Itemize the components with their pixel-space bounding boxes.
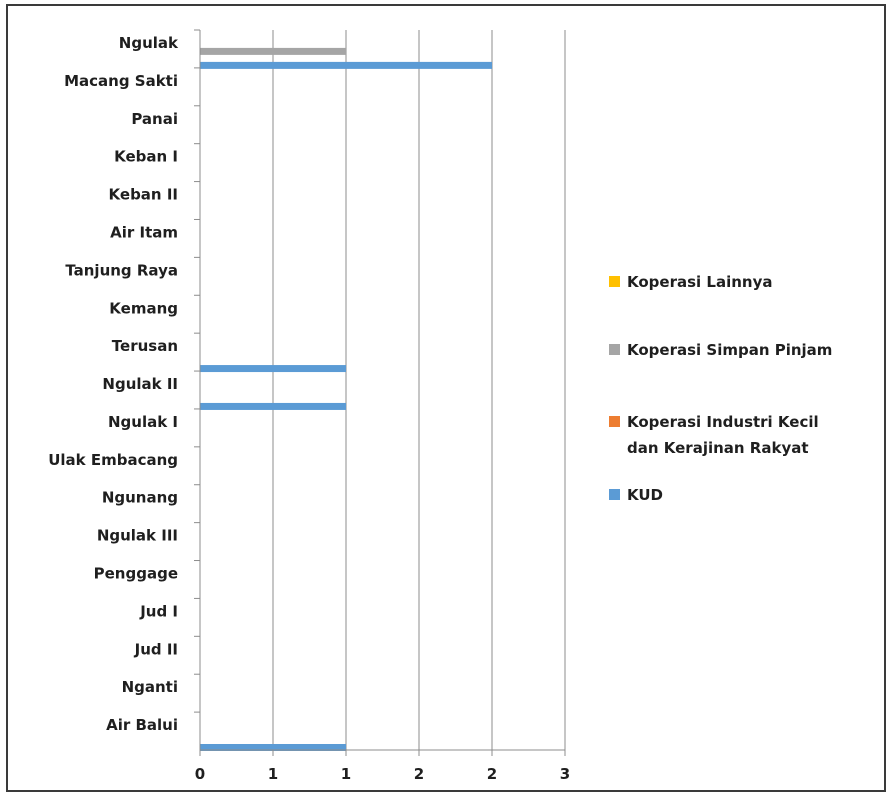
x-tick-label: 2 <box>487 765 497 783</box>
category-label: Ngulak <box>119 34 179 52</box>
bar <box>200 61 492 69</box>
legend-label: Koperasi Simpan Pinjam <box>627 341 832 359</box>
x-tick-label: 1 <box>268 765 278 783</box>
category-label: Jud I <box>139 602 178 620</box>
category-label: Penggage <box>94 565 178 583</box>
category-label: Panai <box>131 110 178 128</box>
category-label: Ulak Embacang <box>48 451 178 469</box>
legend-label: Koperasi Industri Kecil <box>627 413 819 431</box>
category-label: Ngunang <box>102 489 178 507</box>
legend: Koperasi Lainnya Koperasi Simpan Pinjam Ko… <box>609 273 832 504</box>
legend-swatch <box>609 344 620 355</box>
category-label: Keban II <box>109 186 178 204</box>
legend-label: KUD <box>627 486 663 504</box>
legend-swatch <box>609 489 620 500</box>
bar <box>200 365 346 373</box>
category-label: Keban I <box>114 148 178 166</box>
x-tick-label: 1 <box>341 765 351 783</box>
legend-label: Koperasi Lainnya <box>627 273 772 291</box>
x-tick-labels: 0 1 1 2 2 3 <box>195 765 570 783</box>
category-label: Ngulak I <box>108 413 178 431</box>
bar <box>200 744 346 751</box>
category-label: Nganti <box>122 678 178 696</box>
x-tick-label: 2 <box>414 765 424 783</box>
x-tick-label: 0 <box>195 765 205 783</box>
category-label: Macang Sakti <box>64 72 178 90</box>
category-label: Tanjung Raya <box>65 261 178 279</box>
category-label: Jud II <box>134 640 178 658</box>
category-label: Air Itam <box>110 223 178 241</box>
category-label: Ngulak II <box>102 375 178 393</box>
legend-label: dan Kerajinan Rakyat <box>627 439 809 457</box>
category-label: Terusan <box>112 337 178 355</box>
axes <box>194 29 566 756</box>
category-label: Kemang <box>109 299 178 317</box>
chart-frame <box>6 4 886 792</box>
legend-swatch <box>609 416 620 427</box>
category-labels: Ngulak Macang Sakti Panai Keban I Keban II Ai… <box>48 34 179 734</box>
legend-swatch <box>609 276 620 287</box>
category-label: Air Balui <box>106 716 178 734</box>
bar <box>200 402 346 410</box>
bar <box>200 47 346 55</box>
gridlines <box>272 30 566 750</box>
category-label: Ngulak III <box>97 527 178 545</box>
bars <box>200 47 492 751</box>
x-tick-label: 3 <box>560 765 570 783</box>
